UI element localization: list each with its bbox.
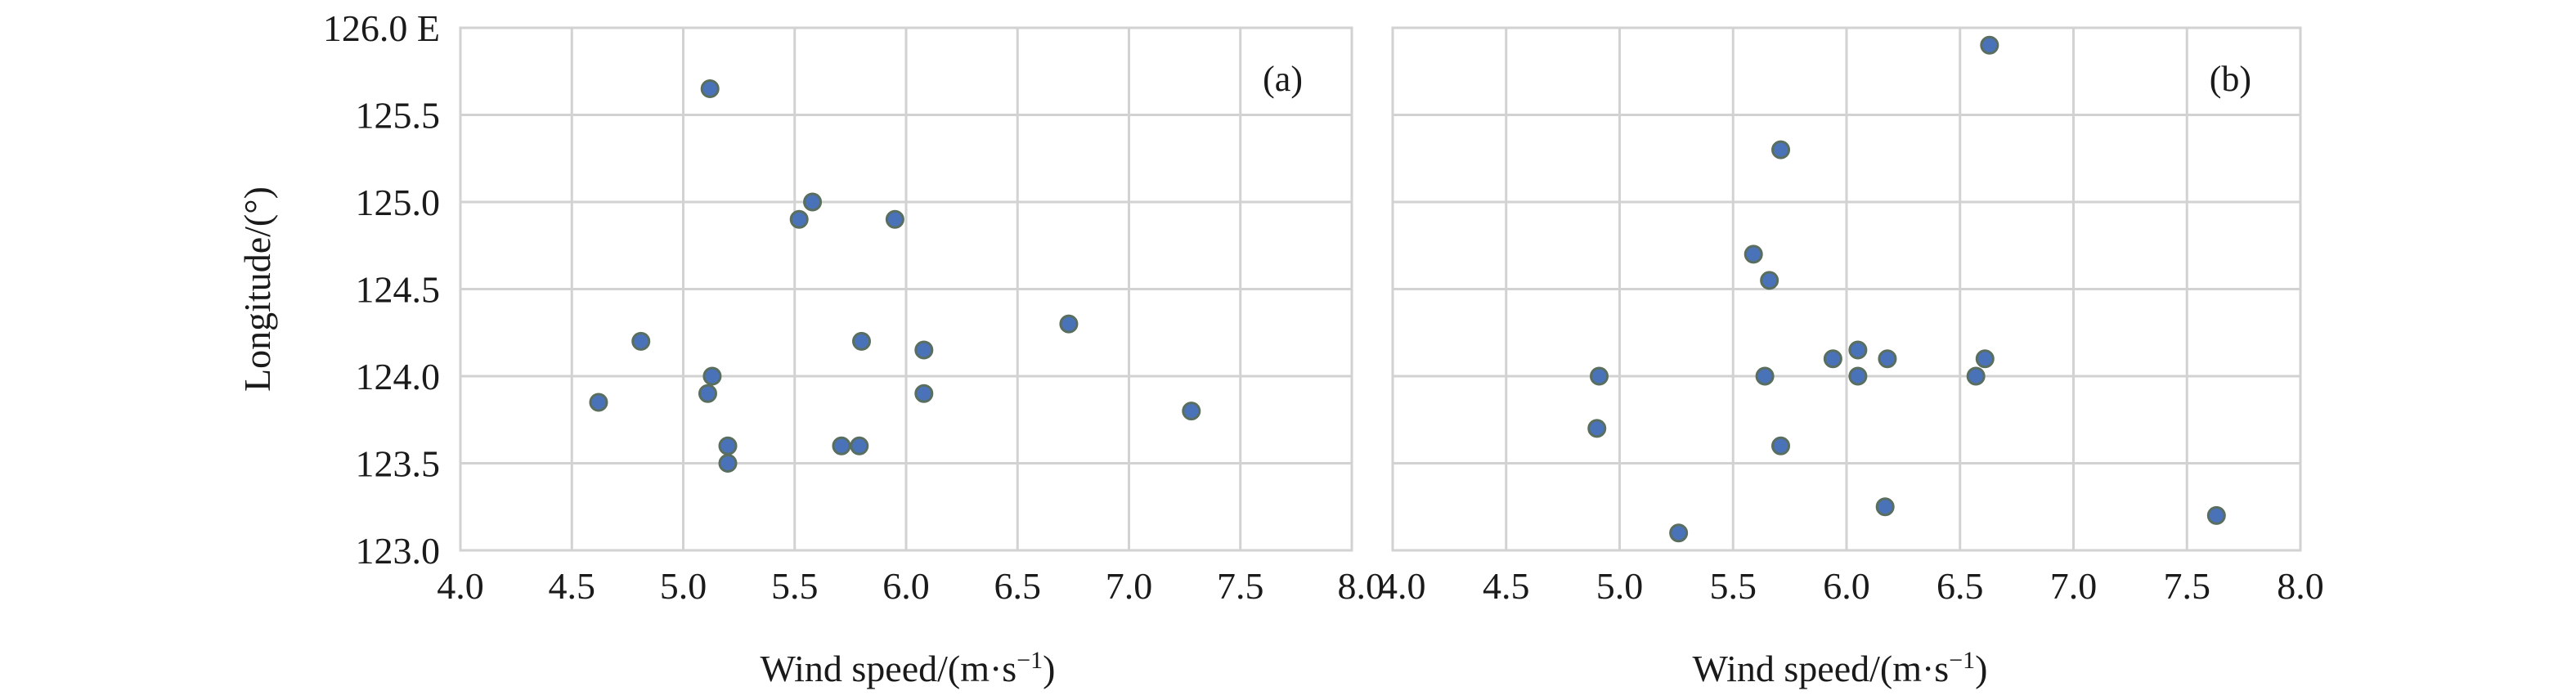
panel-a-y-tick-label: 123.5 (356, 443, 441, 485)
panel-a-data-point (832, 436, 851, 455)
panel-a-label: (a) (1263, 59, 1303, 99)
panel-a-data-point (698, 384, 717, 403)
panel-b: 4.0 4.5 5.0 5.5 6.0 6.5 7.0 7.5 8.0 (b) Wind speed… (1379, 26, 2324, 690)
panel-a: 4.0 4.5 5.0 5.5 6.0 6.5 7.0 7.5 8.0 123.0 123.5 124… (236, 7, 1384, 689)
panel-b-data-point (1590, 366, 1609, 386)
panel-a-x-tick-label: 5.0 (660, 565, 707, 607)
panel-a-data-point (718, 436, 738, 455)
panel-b-data-point (1875, 497, 1895, 517)
panel-a-data-point (914, 340, 934, 360)
panel-a-data-point (1182, 402, 1201, 421)
panel-a-data-point (1059, 314, 1079, 334)
panel-a-data-point (914, 384, 934, 403)
panel-a-data-point (702, 366, 722, 386)
panel-a-y-tick-label: 123.0 (356, 530, 441, 572)
panel-a-data-point (803, 192, 823, 212)
panel-a-data-point (850, 436, 869, 455)
panel-b-data-point (1587, 419, 1607, 438)
panel-a-x-axis-label: Wind speed/(m·s−1) (761, 647, 1056, 690)
panel-b-data-point (1755, 366, 1775, 386)
panel-a-x-tick-label: 7.5 (1217, 565, 1264, 607)
panel-b-x-tick-label: 6.0 (1823, 565, 1870, 607)
panel-b-x-tick-label: 4.0 (1379, 565, 1426, 607)
panel-b-x-tick-label: 8.0 (2277, 565, 2324, 607)
panel-a-y-tick-label: 125.0 (356, 182, 441, 223)
panel-b-data-point (2206, 505, 2226, 525)
panel-a-y-tick-label: 125.5 (356, 95, 441, 137)
panel-a-frame (459, 26, 1353, 552)
panel-b-data-point (1980, 35, 1999, 55)
panel-a-data-point (718, 454, 738, 473)
panel-b-frame (1391, 26, 2302, 552)
panel-a-data-point (852, 331, 871, 351)
panel-a-data-point (589, 393, 608, 412)
panel-a-y-tick-label: 126.0 E (323, 7, 440, 49)
panel-b-data-point (1848, 366, 1868, 386)
panel-b-data-point (1669, 523, 1689, 543)
panel-b-data-point (1760, 271, 1779, 290)
panel-a-y-tick-label: 124.0 (356, 356, 441, 397)
panel-b-data-point (1771, 436, 1791, 455)
panel-b-data-point (1823, 349, 1842, 369)
panel-a-data-point (700, 79, 720, 99)
panel-a-data-point (789, 209, 809, 229)
panel-b-data-point (1975, 349, 1995, 369)
panel-b-x-tick-label: 6.5 (1936, 565, 1984, 607)
panel-b-x-axis-label: Wind speed/(m·s−1) (1693, 647, 1988, 690)
panel-b-x-tick-label: 4.5 (1483, 565, 1530, 607)
panel-b-x-tick-label: 5.5 (1710, 565, 1757, 607)
panel-a-data-point (885, 209, 904, 229)
panel-a-x-tick-label: 6.5 (994, 565, 1042, 607)
panel-b-x-tick-label: 7.5 (2164, 565, 2211, 607)
panel-b-data-point (1744, 245, 1763, 264)
panel-a-x-tick-label: 4.5 (549, 565, 596, 607)
panel-a-data-point (631, 331, 651, 351)
panel-a-x-tick-label: 5.5 (771, 565, 819, 607)
panel-b-x-tick-label: 5.0 (1596, 565, 1644, 607)
panel-a-x-tick-label: 6.0 (882, 565, 930, 607)
panel-b-data-point (1966, 366, 1986, 386)
panel-a-y-tick-label: 124.5 (356, 269, 441, 311)
panel-b-data-point (1878, 349, 1897, 369)
panel-b-x-tick-label: 7.0 (2050, 565, 2098, 607)
panel-a-x-tick-label: 7.0 (1106, 565, 1153, 607)
panel-b-label: (b) (2210, 59, 2251, 99)
panel-a-x-tick-label: 8.0 (1338, 565, 1385, 607)
panel-a-y-axis-label: Longitude/(°) (236, 186, 278, 392)
panel-b-data-point (1771, 140, 1791, 159)
panel-a-x-tick-label: 4.0 (437, 565, 484, 607)
panel-b-data-point (1848, 340, 1868, 360)
